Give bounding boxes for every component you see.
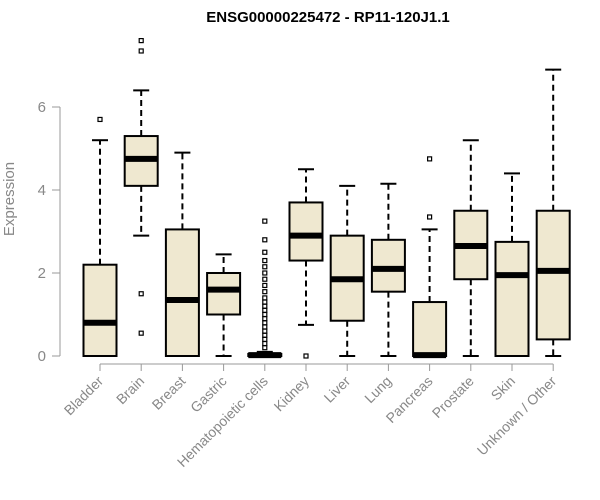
outlier-point xyxy=(262,282,268,289)
outlier-point xyxy=(262,328,268,334)
outlier-point xyxy=(262,218,268,224)
box-iqr xyxy=(412,301,448,357)
x-tick-label: Lung xyxy=(361,373,394,406)
outlier-point xyxy=(262,316,268,322)
box-skin xyxy=(494,172,530,357)
box-gastric xyxy=(206,253,242,357)
x-tick-label: Kidney xyxy=(271,373,313,415)
outlier-point xyxy=(262,332,268,338)
outlier-point xyxy=(138,330,144,336)
y-tick-label: 0 xyxy=(38,348,46,365)
box-iqr xyxy=(164,228,200,357)
x-tick-label: Skin xyxy=(488,373,519,404)
x-tick-label: Brain xyxy=(113,373,147,407)
outlier-point xyxy=(138,37,144,44)
boxes-group xyxy=(82,37,571,359)
outlier-point xyxy=(262,276,268,282)
box-lung xyxy=(370,182,406,357)
x-tick-label: Liver xyxy=(321,373,354,406)
box-iqr xyxy=(370,238,406,293)
outlier-point xyxy=(427,214,433,220)
outlier-point xyxy=(262,237,268,243)
box-hematopoietic-cells xyxy=(247,218,283,359)
outlier-point xyxy=(262,289,268,295)
outlier-point xyxy=(303,353,309,359)
outlier-point xyxy=(262,345,268,351)
box-kidney xyxy=(288,168,324,359)
outlier-point xyxy=(97,116,103,123)
box-iqr xyxy=(82,263,118,358)
outlier-point xyxy=(262,311,268,318)
box-iqr xyxy=(288,201,324,262)
outlier-point xyxy=(262,324,268,330)
outlier-point xyxy=(262,303,268,309)
box-pancreas xyxy=(412,156,448,359)
box-unknown-other xyxy=(535,68,571,357)
x-tick-label: Breast xyxy=(149,373,189,413)
outlier-point xyxy=(262,307,268,313)
outlier-point xyxy=(262,295,268,301)
box-breast xyxy=(164,151,200,357)
box-bladder xyxy=(82,116,118,358)
box-iqr xyxy=(535,209,571,341)
chart-title: ENSG00000225472 - RP11-120J1.1 xyxy=(206,9,450,26)
outlier-point xyxy=(262,249,268,255)
outlier-point xyxy=(262,340,268,347)
outlier-point xyxy=(427,156,433,162)
box-iqr xyxy=(494,240,530,357)
y-axis-label: Expression xyxy=(1,162,18,236)
outlier-point xyxy=(262,336,268,342)
y-tick-label: 4 xyxy=(38,182,46,199)
outlier-point xyxy=(138,291,144,297)
box-liver xyxy=(329,184,365,357)
y-tick-label: 6 xyxy=(38,99,46,116)
outlier-point xyxy=(262,299,268,305)
x-tick-label: Prostate xyxy=(429,373,477,421)
box-brain xyxy=(123,37,159,336)
outlier-point xyxy=(262,257,268,264)
y-axis: 0 2 4 6 xyxy=(38,99,61,365)
outlier-point xyxy=(138,48,144,54)
outlier-point xyxy=(262,270,268,276)
y-tick-label: 2 xyxy=(38,265,46,282)
box-prostate xyxy=(453,139,489,357)
box-iqr xyxy=(206,272,242,316)
outlier-point xyxy=(262,264,268,270)
x-tick-label: Bladder xyxy=(61,373,107,419)
outlier-point xyxy=(262,320,268,326)
